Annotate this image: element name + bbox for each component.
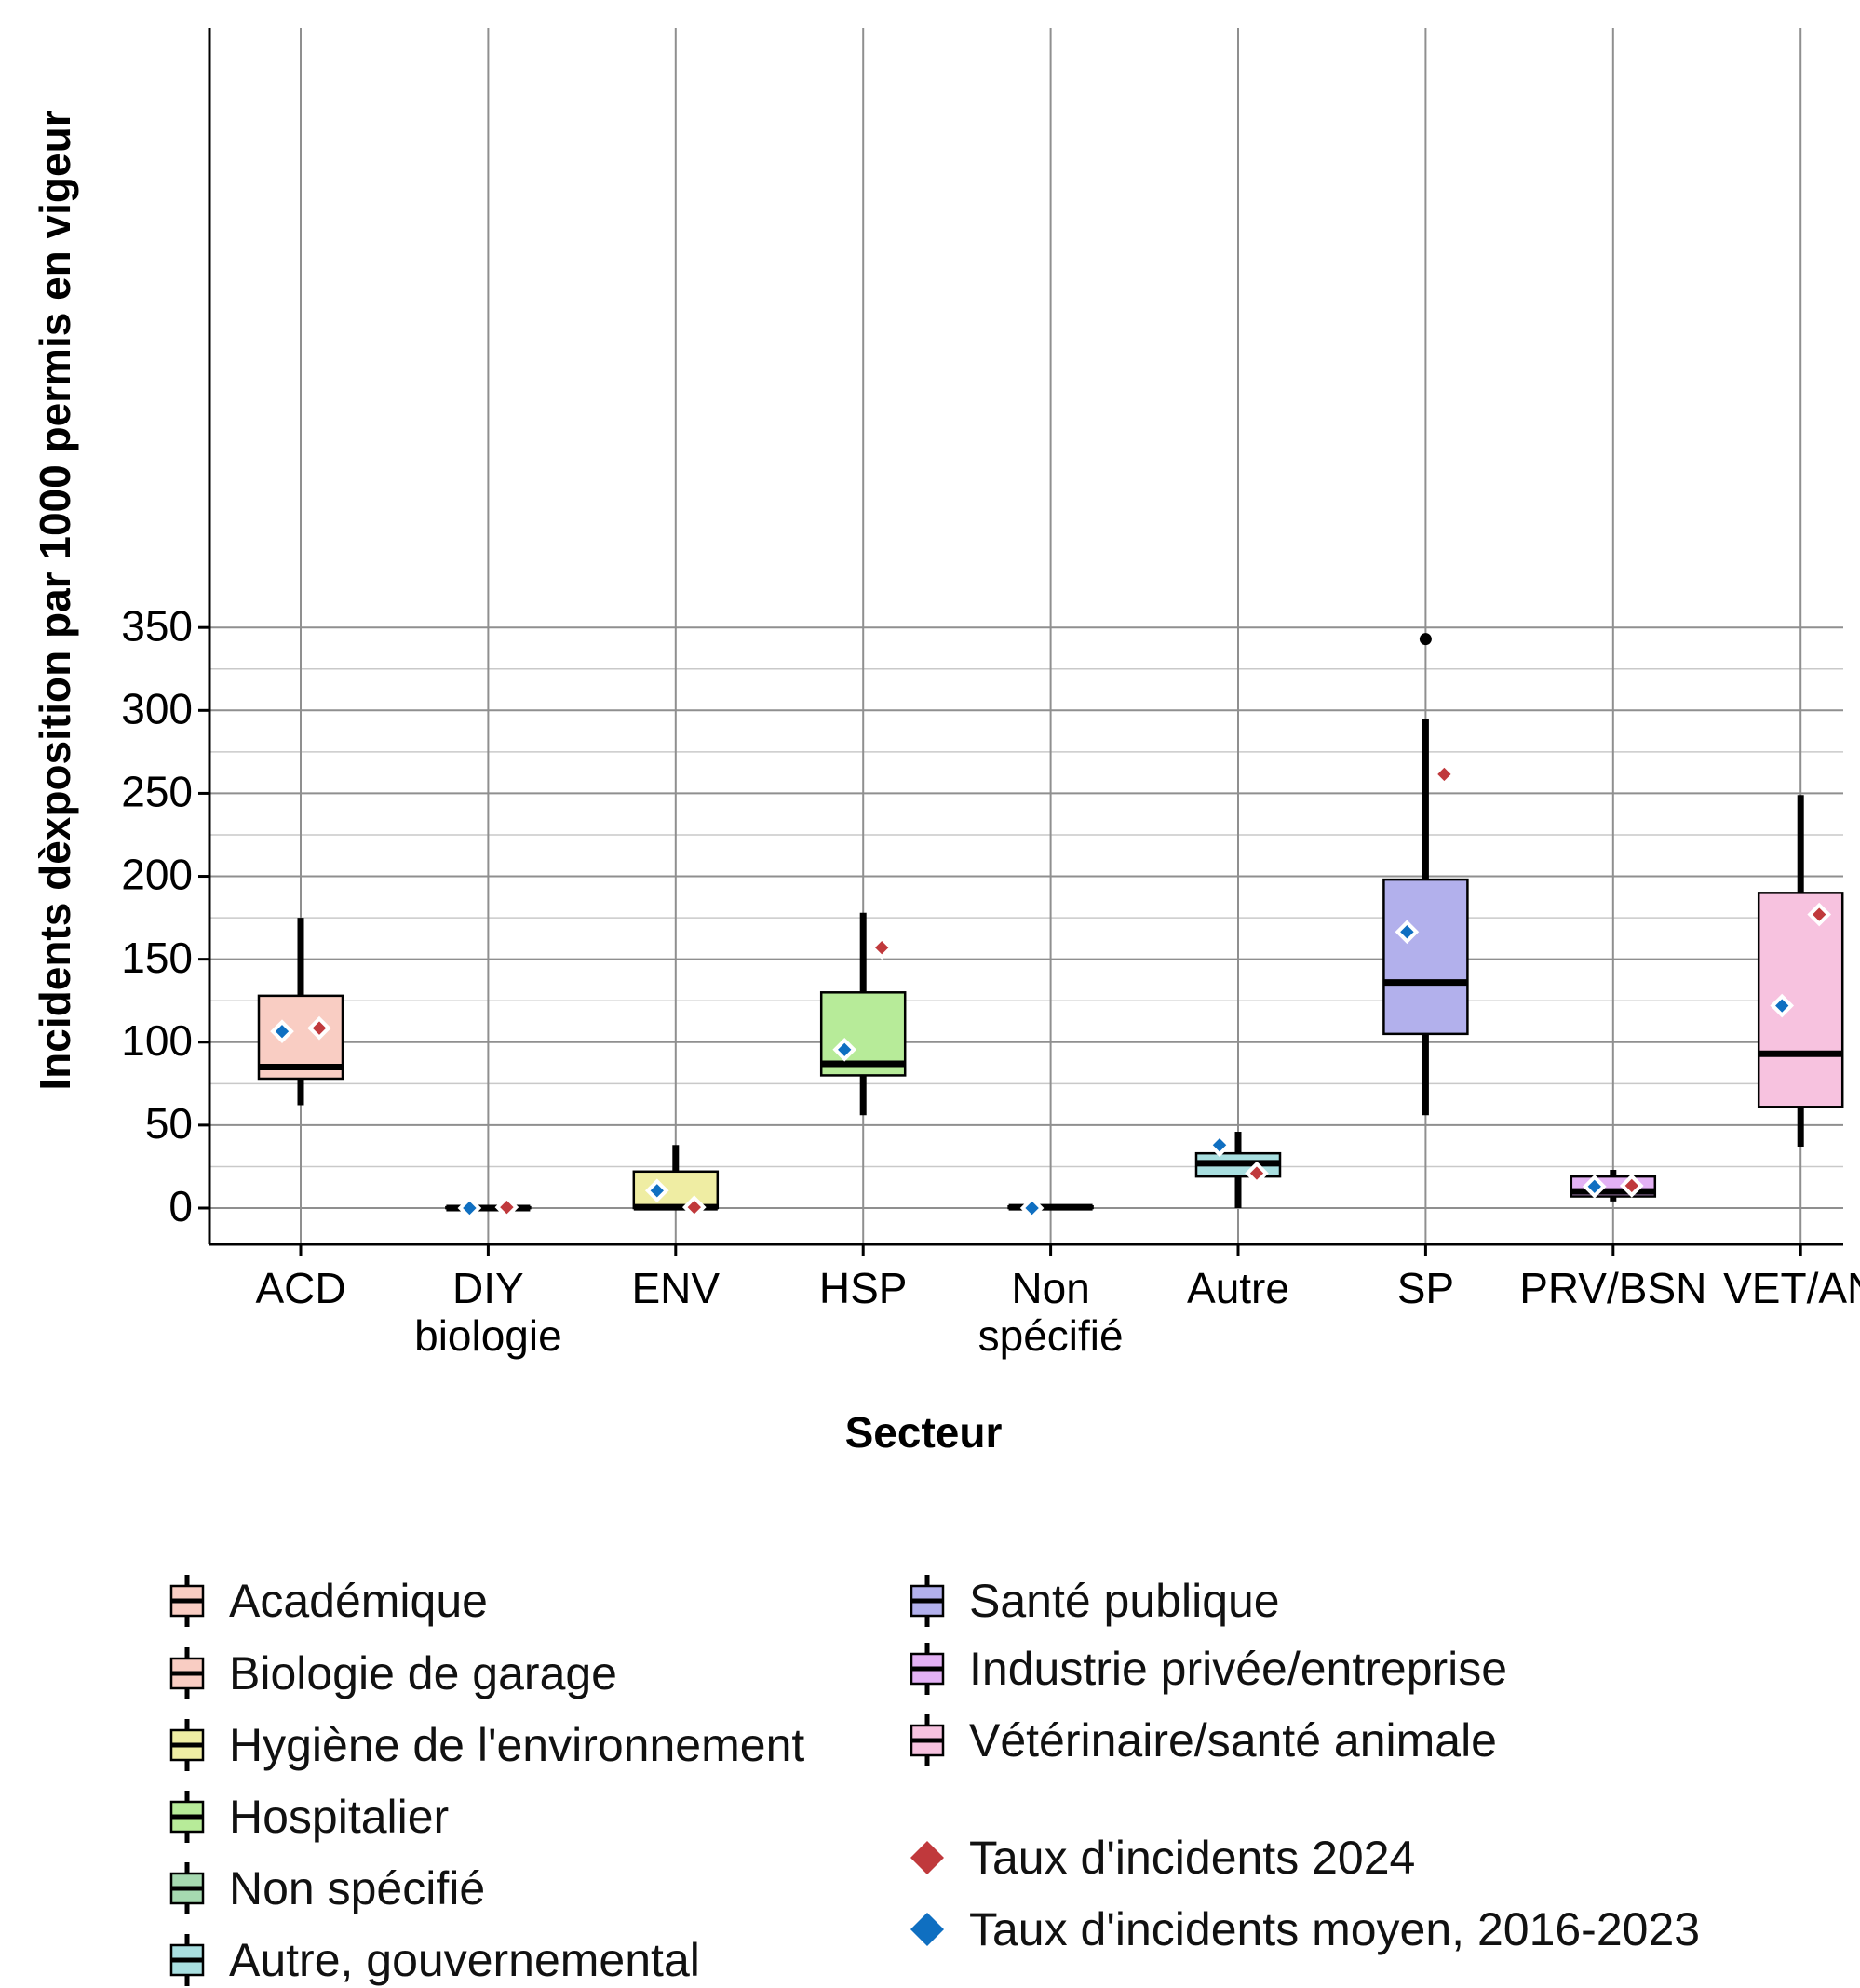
legend-box-key: [910, 1714, 945, 1766]
x-tick-label: Autre: [1187, 1264, 1289, 1312]
y-tick-label: 0: [168, 1182, 193, 1230]
y-tick-label: 300: [121, 684, 193, 732]
legend-label: Industrie privée/entreprise: [969, 1643, 1508, 1695]
legend-item: Industrie privée/entreprise: [910, 1641, 1507, 1697]
box: [1382, 878, 1469, 1036]
rate-2024-marker: [1619, 1174, 1644, 1198]
boxplot-sp: [1382, 633, 1469, 1116]
boxplot-env: [632, 1145, 720, 1219]
avg-2016-2023-marker: [457, 1196, 482, 1220]
boxplot-autre: [1194, 1132, 1282, 1208]
x-tick-label: VET/AN: [1723, 1264, 1860, 1312]
grid: [209, 28, 1843, 1244]
legend-diamond-key: [910, 1913, 944, 1946]
avg-2016-2023-marker: [1207, 1133, 1232, 1158]
legend-label: Académique: [229, 1575, 488, 1627]
axes: 0 50 100 150 200 250 300 350 ACD DIY biologie ENV HS…: [121, 28, 1860, 1360]
avg-2016-2023-marker: [644, 1178, 669, 1203]
legend-box-key: [169, 1719, 205, 1771]
rate-2024-marker: [869, 935, 895, 960]
legend-item: Vétérinaire/santé animale: [910, 1713, 1497, 1768]
legend-box-key: [910, 1643, 945, 1695]
avg-2016-2023-marker: [1395, 920, 1420, 945]
rate-2024-marker: [1245, 1161, 1269, 1186]
boxplot-non-sp-cifi-: [1007, 1196, 1094, 1220]
boxplot-acd: [257, 918, 344, 1106]
boxplot-hsp: [819, 912, 907, 1116]
legend-box-key: [169, 1791, 205, 1843]
legend-item: Autre, gouvernemental: [169, 1932, 700, 1988]
x-tick-label: SP: [1397, 1264, 1454, 1312]
legend-label: Vétérinaire/santé animale: [969, 1714, 1497, 1766]
y-tick-label: 250: [121, 768, 193, 816]
legend-label: Santé publique: [969, 1575, 1280, 1627]
legend-box-key: [169, 1647, 205, 1699]
avg-2016-2023-marker: [1582, 1175, 1607, 1199]
boxplot-vet-an: [1757, 795, 1844, 1148]
legend-label: Hygiène de l'environnement: [229, 1719, 805, 1771]
rate-2024-marker: [1432, 762, 1457, 786]
legend-item-rate-2024: Taux d'incidents 2024: [910, 1830, 1415, 1886]
y-tick-label: 100: [121, 1016, 193, 1065]
x-axis-title: Secteur: [845, 1408, 1003, 1457]
y-tick-label: 200: [121, 851, 193, 899]
rate-2024-marker: [1807, 902, 1832, 927]
chart: 0 50 100 150 200 250 300 350 ACD DIY biologie ENV HS…: [31, 28, 1860, 1457]
x-tick-label: ACD: [255, 1264, 345, 1312]
outlier-point: [1419, 633, 1432, 646]
boxplots: [257, 633, 1844, 1220]
legend-label: Biologie de garage: [229, 1647, 617, 1699]
y-axis-title: Incidents dèxposition par 1000 permis en…: [31, 110, 79, 1090]
legend-item: Non spécifié: [169, 1860, 485, 1916]
avg-2016-2023-marker: [270, 1019, 294, 1044]
box: [1757, 892, 1844, 1108]
legend-label: Taux d'incidents moyen, 2016-2023: [969, 1903, 1701, 1955]
x-tick-label: DIY biologie: [414, 1264, 562, 1360]
legend-item: Hygiène de l'environnement: [169, 1717, 804, 1773]
avg-2016-2023-marker: [832, 1037, 857, 1062]
legend-item: Hospitalier: [169, 1789, 449, 1845]
rate-2024-marker: [681, 1195, 707, 1219]
y-tick-label: 150: [121, 934, 193, 982]
legend-item: Biologie de garage: [169, 1645, 617, 1701]
x-tick-label: Non spécifié: [978, 1264, 1124, 1360]
legend-diamond-key: [910, 1841, 944, 1874]
boxplot-prv-bsn: [1570, 1170, 1657, 1202]
x-tick-label: HSP: [819, 1264, 908, 1312]
x-tick-label: PRV/BSN: [1519, 1264, 1706, 1312]
legend-box-key: [910, 1575, 945, 1627]
legend-box-key: [169, 1575, 205, 1627]
y-tick-label: 50: [145, 1099, 193, 1148]
legend-label: Autre, gouvernemental: [229, 1934, 700, 1986]
legend-label: Non spécifié: [229, 1862, 486, 1914]
avg-2016-2023-marker: [1019, 1196, 1045, 1220]
legend-label: Taux d'incidents 2024: [969, 1832, 1416, 1884]
legend-item: Académique: [169, 1573, 488, 1629]
rate-2024-marker: [494, 1195, 519, 1219]
legend-label: Hospitalier: [229, 1791, 450, 1843]
boxplot-diy-biologie: [445, 1195, 532, 1220]
legend-item: Santé publique: [910, 1573, 1280, 1629]
avg-2016-2023-marker: [1770, 993, 1795, 1018]
x-tick-label: ENV: [632, 1264, 721, 1312]
y-tick-label: 350: [121, 601, 193, 650]
legend-item-avg-2016-2023: Taux d'incidents moyen, 2016-2023: [910, 1901, 1700, 1957]
rate-2024-marker: [307, 1015, 331, 1041]
legend: Académique Biologie de garage Hygiène de l…: [0, 1526, 1860, 1986]
legend-box-key: [169, 1862, 205, 1914]
legend-box-key: [169, 1934, 205, 1986]
